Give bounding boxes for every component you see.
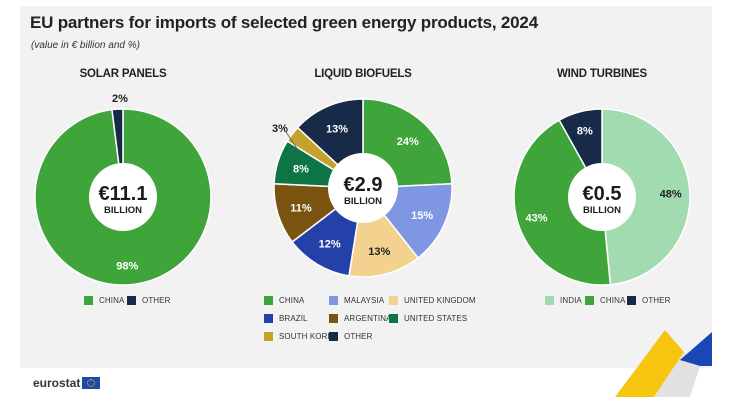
liquid-biofuels-value-label-united-kingdom: 13%: [368, 246, 390, 258]
legend-swatch: [329, 332, 338, 341]
liquid-biofuels-title: LIQUID BIOFUELS: [314, 68, 412, 80]
legend-swatch: [585, 296, 594, 305]
legend-swatch: [389, 314, 398, 323]
liquid-biofuels-center-hole: [328, 153, 398, 223]
wind-turbines-center-value: €0.5: [583, 183, 622, 205]
wind-turbines-slice-india: [601, 108, 691, 286]
legend-biofuels-united-kingdom: UNITED KINGDOM: [389, 296, 476, 305]
brand-ribbon-blue: [680, 332, 712, 366]
liquid-biofuels-center-unit: BILLION: [344, 196, 382, 207]
legend-swatch: [264, 332, 273, 341]
solar-panels-center-value: €11.1: [99, 183, 148, 205]
liquid-biofuels-value-label-other: 13%: [326, 124, 348, 136]
legend-swatch: [329, 314, 338, 323]
wind-turbines-value-label-china: 43%: [525, 212, 547, 224]
legend-swatch: [545, 296, 554, 305]
legend-solar-other: OTHER: [127, 296, 171, 305]
legend-swatch: [329, 296, 338, 305]
legend-swatch: [389, 296, 398, 305]
liquid-biofuels-value-label-united-states: 8%: [293, 164, 309, 176]
wind-turbines-title: WIND TURBINES: [556, 68, 648, 80]
eurostat-logo[interactable]: eurostat: [33, 376, 101, 390]
legend-wind-other: OTHER: [627, 296, 671, 305]
legend-biofuels-brazil: BRAZIL: [264, 314, 308, 323]
liquid-biofuels-value-label-south-korea: 3%: [272, 123, 288, 135]
liquid-biofuels-value-label-china: 24%: [397, 136, 419, 148]
legend-wind-india: INDIA: [545, 296, 582, 305]
wind-turbines-value-label-india: 48%: [660, 189, 682, 201]
liquid-biofuels-leader-line: [285, 131, 299, 151]
brand-ribbon-yellow: [615, 330, 684, 397]
legend-biofuels-south-korea: SOUTH KOREA: [264, 332, 338, 341]
wind-turbines-slice-china: [513, 119, 612, 286]
liquid-biofuels-value-label-brazil: 12%: [319, 239, 341, 251]
legend-biofuels-argentina: ARGENTINA: [329, 314, 392, 323]
legend-solar-china: CHINA: [84, 296, 124, 305]
wind-turbines-value-label-other: 8%: [577, 126, 593, 138]
liquid-biofuels-value-label-malaysia: 15%: [411, 210, 433, 222]
brand-ribbon-grey: [654, 352, 700, 397]
solar-panels-center-hole: [89, 163, 157, 231]
legend-swatch: [627, 296, 636, 305]
legend-swatch: [127, 296, 136, 305]
legend-biofuels-malaysia: MALAYSIA: [329, 296, 384, 305]
legend-biofuels-china: CHINA: [264, 296, 304, 305]
chart-subtitle: (value in € billion and %): [31, 40, 140, 51]
legend-wind-china: CHINA: [585, 296, 625, 305]
wind-turbines-center-unit: BILLION: [583, 205, 621, 216]
legend-swatch: [264, 296, 273, 305]
eu-flag-icon: [82, 377, 101, 389]
legend-swatch: [84, 296, 93, 305]
solar-panels-title: SOLAR PANELS: [79, 68, 167, 80]
solar-panels-value-label-other: 2%: [112, 93, 128, 105]
liquid-biofuels-value-label-argentina: 11%: [290, 202, 312, 214]
chart-title: EU partners for imports of selected gree…: [30, 13, 538, 32]
solar-panels-value-label-china: 98%: [116, 261, 138, 273]
solar-panels-center-unit: BILLION: [104, 205, 142, 216]
wind-turbines-center-hole: [568, 163, 636, 231]
legend-biofuels-other: OTHER: [329, 332, 373, 341]
liquid-biofuels-center-value: €2.9: [344, 174, 383, 196]
legend-biofuels-united-states: UNITED STATES: [389, 314, 467, 323]
legend-swatch: [264, 314, 273, 323]
